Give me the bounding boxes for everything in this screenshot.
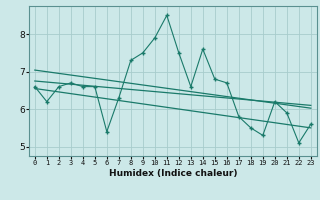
X-axis label: Humidex (Indice chaleur): Humidex (Indice chaleur): [108, 169, 237, 178]
